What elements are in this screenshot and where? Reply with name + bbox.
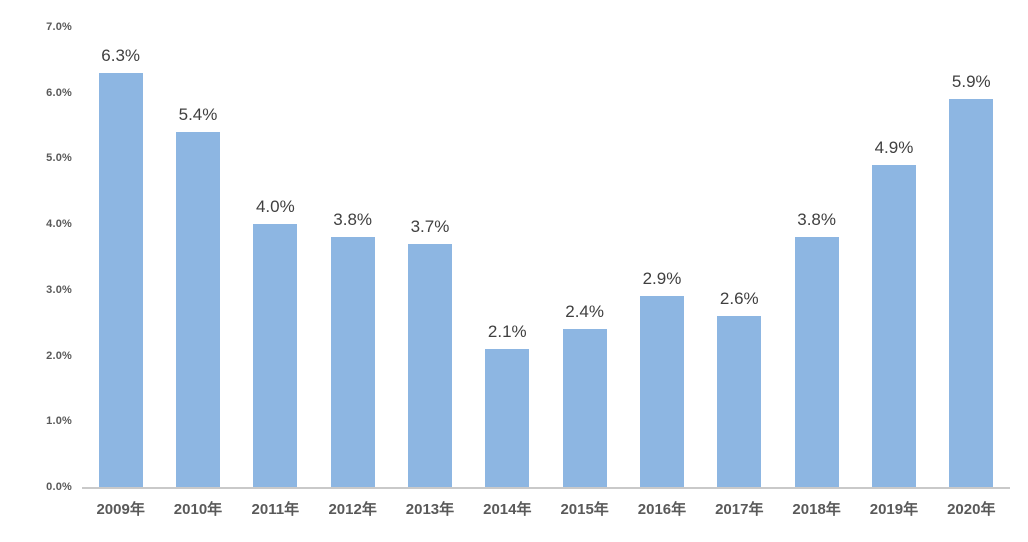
bar-column: 4.9% 2019年 xyxy=(855,27,932,518)
bar xyxy=(871,165,916,487)
bar-value-label: 3.7% xyxy=(410,216,450,236)
bar-column: 2.9% 2016年 xyxy=(623,27,700,518)
x-axis-label: 2016年 xyxy=(637,501,687,518)
y-axis-tick-label: 1.0% xyxy=(46,415,72,428)
bar-series: 6.3% 2009年 5.4% 2010年 4.0% 2011年 3.8% 2012年 3.7%… xyxy=(82,27,1010,518)
bar xyxy=(253,224,298,487)
bar xyxy=(562,329,607,487)
y-axis: 0.0% 1.0% 2.0% 3.0% 4.0% 5.0% 6.0% 7.0% xyxy=(0,21,72,493)
x-axis-label: 2014年 xyxy=(483,501,532,518)
bar-column: 6.3% 2009年 xyxy=(82,27,159,518)
bar-column: 3.8% 2018年 xyxy=(778,27,855,518)
x-axis-label: 2015年 xyxy=(560,501,609,518)
bar xyxy=(407,243,452,487)
x-axis-label: 2020年 xyxy=(947,501,996,518)
bar-value-label: 4.9% xyxy=(874,138,914,157)
bar-column: 5.9% 2020年 xyxy=(933,27,1010,518)
bar-value-label: 5.4% xyxy=(178,105,218,125)
x-axis-label: 2018年 xyxy=(792,501,841,518)
y-axis-tick-label: 2.0% xyxy=(46,349,72,362)
bar-value-label: 3.8% xyxy=(797,210,836,230)
y-axis-tick-label: 0.0% xyxy=(46,481,72,493)
bar-column: 4.0% 2011年 xyxy=(237,27,314,518)
bar-value-label: 2.9% xyxy=(642,269,682,289)
y-axis-tick-label: 4.0% xyxy=(46,218,72,231)
x-axis-label: 2011年 xyxy=(251,501,300,518)
bar-column: 5.4% 2010年 xyxy=(159,27,236,518)
bar-value-label: 2.4% xyxy=(565,302,604,322)
bar xyxy=(330,237,375,487)
bar-column: 2.1% 2014年 xyxy=(469,27,546,518)
bar-value-label: 4.0% xyxy=(255,197,295,217)
x-axis-label: 2013年 xyxy=(405,501,455,518)
x-axis-label: 2017年 xyxy=(715,501,764,518)
x-axis-label: 2019年 xyxy=(869,501,919,518)
y-axis-tick-label: 7.0% xyxy=(46,21,72,33)
x-axis-label: 2012年 xyxy=(328,501,377,518)
x-axis-label: 2009年 xyxy=(96,501,145,518)
bar xyxy=(639,296,684,487)
bar xyxy=(717,316,762,487)
y-axis-tick-label: 3.0% xyxy=(46,283,72,296)
bar-value-label: 2.6% xyxy=(719,289,759,309)
bar xyxy=(949,99,994,487)
bar-value-label: 6.3% xyxy=(101,46,141,65)
bar-column: 3.7% 2013年 xyxy=(391,27,468,518)
x-axis-label: 2010年 xyxy=(173,501,223,518)
y-axis-tick-label: 6.0% xyxy=(46,86,72,99)
bar-value-label: 5.9% xyxy=(951,72,991,92)
plot-area: 6.3% 2009年 5.4% 2010年 4.0% 2011年 3.8% 2012年 3.7%… xyxy=(82,27,1010,518)
bar-column: 3.8% 2012年 xyxy=(314,27,391,518)
bar-value-label: 2.1% xyxy=(487,322,527,341)
y-axis-tick-label: 5.0% xyxy=(46,152,72,165)
bar xyxy=(175,132,220,487)
bar xyxy=(485,349,530,487)
bar-column: 2.6% 2017年 xyxy=(701,27,778,518)
bar xyxy=(794,237,839,487)
bar-value-label: 3.8% xyxy=(333,210,373,230)
bar xyxy=(98,73,143,487)
bar-column: 2.4% 2015年 xyxy=(546,27,623,518)
